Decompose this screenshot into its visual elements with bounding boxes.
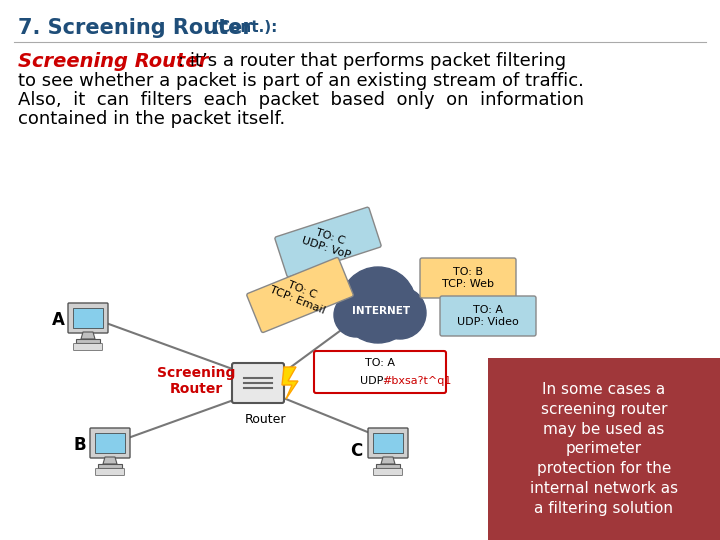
Polygon shape [98,464,122,468]
Text: #bxsa?t^q1: #bxsa?t^q1 [382,376,451,386]
Circle shape [334,293,378,337]
FancyBboxPatch shape [368,428,408,458]
Text: TO: B
TCP: Web: TO: B TCP: Web [442,267,494,289]
Text: 7. Screening Router: 7. Screening Router [18,18,253,38]
FancyBboxPatch shape [488,358,720,540]
FancyBboxPatch shape [73,343,102,350]
Polygon shape [376,464,400,468]
Text: to see whether a packet is part of an existing stream of traffic.: to see whether a packet is part of an ex… [18,72,584,90]
Text: Screening
Router: Screening Router [157,366,235,396]
FancyBboxPatch shape [314,351,446,393]
Text: TO: C
TCP: Email: TO: C TCP: Email [269,274,331,316]
FancyBboxPatch shape [90,428,130,458]
Circle shape [366,271,406,311]
Polygon shape [81,332,95,339]
Text: : it’s a router that performs packet filtering: : it’s a router that performs packet fil… [178,52,566,70]
Text: (Cont.):: (Cont.): [213,20,279,35]
Polygon shape [381,457,395,464]
Text: TO: A
UDP: Video: TO: A UDP: Video [457,305,519,327]
FancyBboxPatch shape [440,296,536,336]
Text: UDP:: UDP: [360,376,390,386]
FancyBboxPatch shape [96,469,125,476]
Circle shape [340,267,416,343]
FancyBboxPatch shape [95,433,125,453]
Text: INTERNET: INTERNET [352,306,410,316]
FancyBboxPatch shape [374,469,402,476]
Text: contained in the packet itself.: contained in the packet itself. [18,110,285,128]
Circle shape [378,279,414,315]
FancyBboxPatch shape [73,308,103,328]
FancyBboxPatch shape [247,258,354,333]
Polygon shape [76,339,100,343]
Text: In some cases a
screening router
may be used as
perimeter
protection for the
int: In some cases a screening router may be … [530,382,678,516]
Text: C: C [350,442,362,460]
FancyBboxPatch shape [420,258,516,298]
Text: TO: C
UDP: VoP: TO: C UDP: VoP [300,224,356,260]
Text: B: B [73,436,86,454]
FancyBboxPatch shape [232,363,284,403]
Polygon shape [282,367,298,399]
Circle shape [374,287,426,339]
Polygon shape [103,457,117,464]
Text: A: A [52,311,64,329]
Text: Also,  it  can  filters  each  packet  based  only  on  information: Also, it can filters each packet based o… [18,91,584,109]
Circle shape [352,301,388,337]
FancyBboxPatch shape [68,303,108,333]
FancyBboxPatch shape [275,207,381,277]
Text: TO: A: TO: A [365,358,395,368]
Text: Screening Router: Screening Router [18,52,208,71]
Text: Router: Router [246,413,287,426]
FancyBboxPatch shape [373,433,403,453]
